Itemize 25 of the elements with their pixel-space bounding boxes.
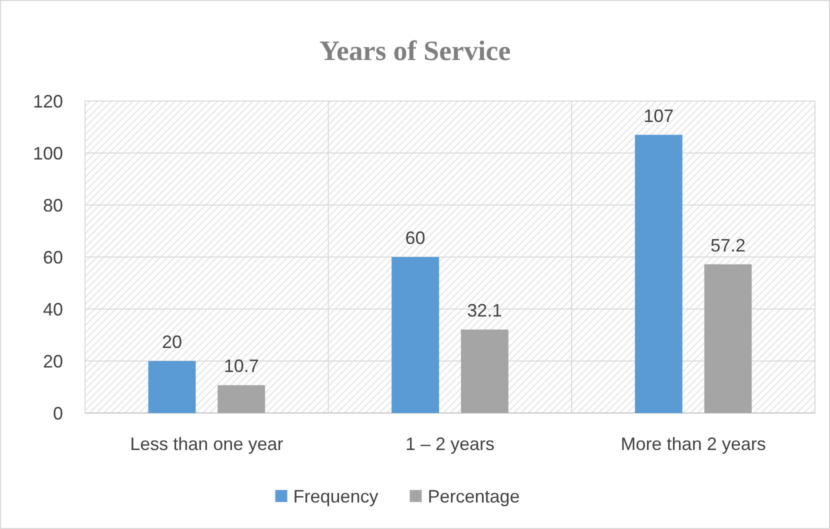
x-tick-label: 1 – 2 years xyxy=(405,434,495,454)
legend-label: Frequency xyxy=(293,486,378,506)
data-label: 20 xyxy=(162,332,182,352)
y-tick-label: 0 xyxy=(52,403,63,424)
data-label: 32.1 xyxy=(467,300,502,321)
bar xyxy=(460,330,508,413)
bar xyxy=(392,257,440,413)
y-tick-label: 60 xyxy=(42,247,63,268)
legend-label: Percentage xyxy=(428,486,520,506)
bar xyxy=(704,264,752,413)
bar xyxy=(634,134,682,413)
y-tick-label: 20 xyxy=(42,351,63,372)
data-label: 10.7 xyxy=(224,356,259,376)
bar xyxy=(218,385,266,413)
x-tick-label: Less than one year xyxy=(130,434,284,454)
y-tick-label: 80 xyxy=(42,195,63,216)
data-label: 60 xyxy=(405,228,426,248)
bar xyxy=(148,361,196,413)
chart-title: Years of Service xyxy=(319,36,511,67)
y-tick-label: 100 xyxy=(32,143,63,164)
y-tick-label: 120 xyxy=(32,91,63,112)
data-label: 57.2 xyxy=(710,235,746,256)
y-tick-label: 40 xyxy=(42,299,63,320)
data-label: 107 xyxy=(644,106,674,126)
x-tick-label: More than 2 years xyxy=(620,434,766,454)
